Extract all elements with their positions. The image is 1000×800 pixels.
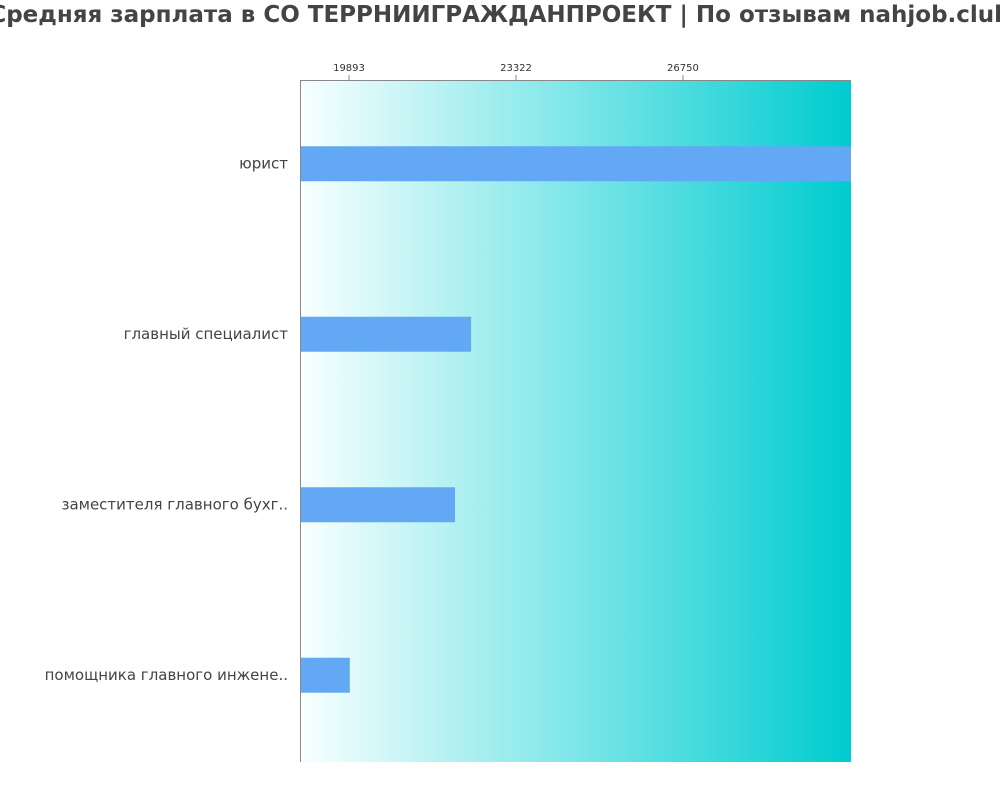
category-label: заместителя главного бухг.. [61, 495, 288, 513]
bar [301, 316, 472, 352]
bar [301, 487, 456, 523]
category-label: главный специалист [124, 325, 289, 343]
x-tick-label: 26750 [667, 63, 699, 74]
x-tick-label: 19893 [333, 63, 365, 74]
category-label: помощника главного инжене.. [45, 666, 288, 684]
bar [301, 657, 350, 693]
category-label: юрист [239, 154, 288, 172]
bar [301, 146, 851, 182]
chart-title: Средняя зарплата в СО ТЕРРНИИГРАЖДАНПРОЕ… [0, 2, 1000, 28]
x-tick-label: 23322 [500, 63, 532, 74]
plot-area [300, 80, 851, 762]
